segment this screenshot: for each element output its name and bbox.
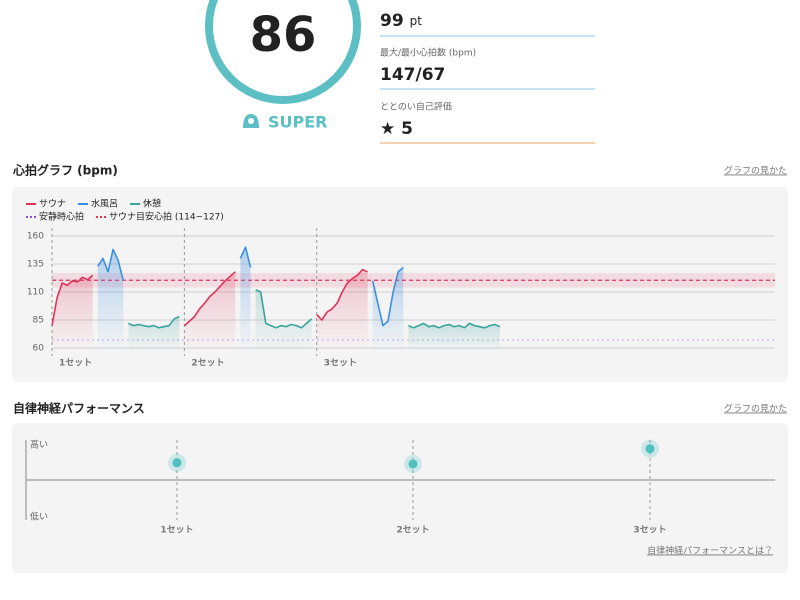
star: ★ [380,119,395,139]
hr-line [183,271,236,327]
help-link[interactable]: グラフの見かた [724,165,787,177]
y-tick-label: 135 [27,260,44,270]
rank-icon [243,114,259,128]
hr-area [316,269,368,352]
hr-line [97,248,125,281]
item-value: 147/67 [380,65,445,85]
hr-line [371,266,404,327]
y-label: 高い [30,439,48,451]
point [645,444,655,454]
hr-area [240,247,251,352]
score: 86 [250,7,317,63]
legend-label: 安静時心拍 [39,211,84,223]
hr-area [372,267,404,352]
score-ring [205,0,361,104]
item-value: ★ 5 [380,119,413,139]
item-label: ととのい自己評価 [380,101,452,113]
rank: SUPER [268,113,328,132]
hr-area [184,271,236,352]
hr-line [239,246,252,268]
legend-label: 休憩 [143,198,161,210]
hr-line [51,274,94,326]
x-tick-label: 3セット [633,525,666,536]
hr-line [408,322,501,329]
y-tick-label: 160 [27,232,44,242]
legend-label: サウナ目安心拍 (114~127) [109,211,224,223]
item-label: 最大/最小心拍数 (bpm) [380,47,476,59]
hr-line [128,315,180,329]
help-link[interactable]: グラフの見かた [724,403,787,415]
hr-area [255,289,312,352]
value: 5 [401,119,413,139]
x-tick-label: 1セット [160,525,193,536]
y-label: 低い [30,511,48,523]
value: 99 [380,11,404,31]
x-tick-label: 2セット [396,525,429,536]
set-label: 1セット [59,358,92,369]
item-value: 99 pt [380,11,422,31]
set-label: 3セット [324,358,357,369]
section-title: 自律神経パフォーマンス [13,401,145,416]
set-label: 2セット [191,358,224,369]
point [408,459,418,469]
y-tick-label: 85 [33,316,44,326]
section-title: 心拍グラフ (bpm) [12,163,118,178]
hr-line [316,268,368,321]
unit: pt [410,14,423,28]
hr-area [408,323,500,352]
y-tick-label: 110 [27,288,44,298]
legend-label: 水風呂 [91,198,118,210]
hr-area [97,249,124,352]
chart-card [12,423,788,573]
legend-label: サウナ [39,199,66,210]
y-tick-label: 60 [33,344,45,354]
about-link[interactable]: 自律神経パフォーマンスとは？ [647,545,773,557]
point [172,458,182,468]
hr-line [255,289,313,329]
hr-area [52,275,93,352]
